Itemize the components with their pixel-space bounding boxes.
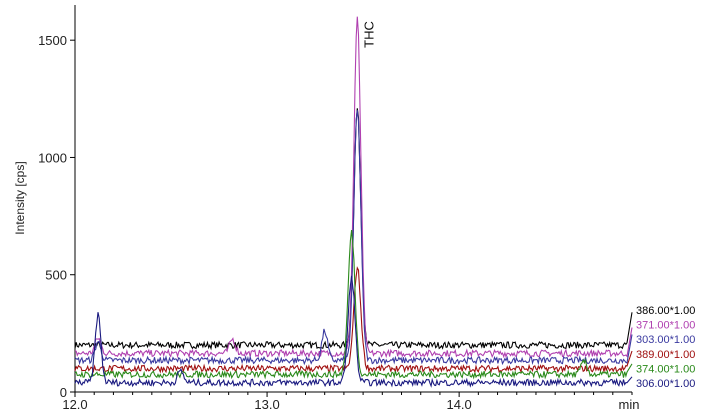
y-tick-label: 500 (45, 268, 67, 283)
trace-line (74, 275, 633, 388)
x-axis-unit-label: min (619, 397, 640, 412)
peak-annotation-label: THC (361, 21, 376, 48)
trace-label: 374.00*1.00 (636, 363, 695, 375)
trace-label: 306.00*1.00 (636, 378, 695, 390)
trace-line (74, 266, 633, 374)
y-axis-ticks: 0 500 1000 1500 (38, 33, 75, 400)
trace-label: 386.00*1.00 (636, 305, 695, 317)
trace-label: 371.00*1.00 (636, 320, 695, 332)
x-tick-label: 14.0 (446, 397, 471, 412)
x-tick-label: 12.0 (62, 397, 87, 412)
plot-area: 0 500 1000 1500 12.0 13.0 14.0 386.00*1.00 371… (38, 5, 695, 412)
trace-line (74, 110, 633, 366)
trace-labels: 386.00*1.00 371.00*1.00 303.00*1.00 389.00*… (636, 305, 695, 390)
chromatogram-traces (74, 16, 633, 388)
x-tick-label: 13.0 (254, 397, 279, 412)
x-axis-ticks: 12.0 13.0 14.0 (62, 392, 633, 412)
trace-line (74, 16, 633, 359)
y-tick-label: 1500 (38, 33, 67, 48)
trace-line (74, 230, 633, 380)
trace-label: 389.00*1.00 (636, 349, 695, 361)
peak-annotations: THC (361, 21, 376, 48)
y-axis-title: Intensity [cps] (13, 161, 27, 234)
trace-label: 303.00*1.00 (636, 334, 695, 346)
y-tick-label: 0 (60, 385, 67, 400)
y-tick-label: 1000 (38, 150, 67, 165)
